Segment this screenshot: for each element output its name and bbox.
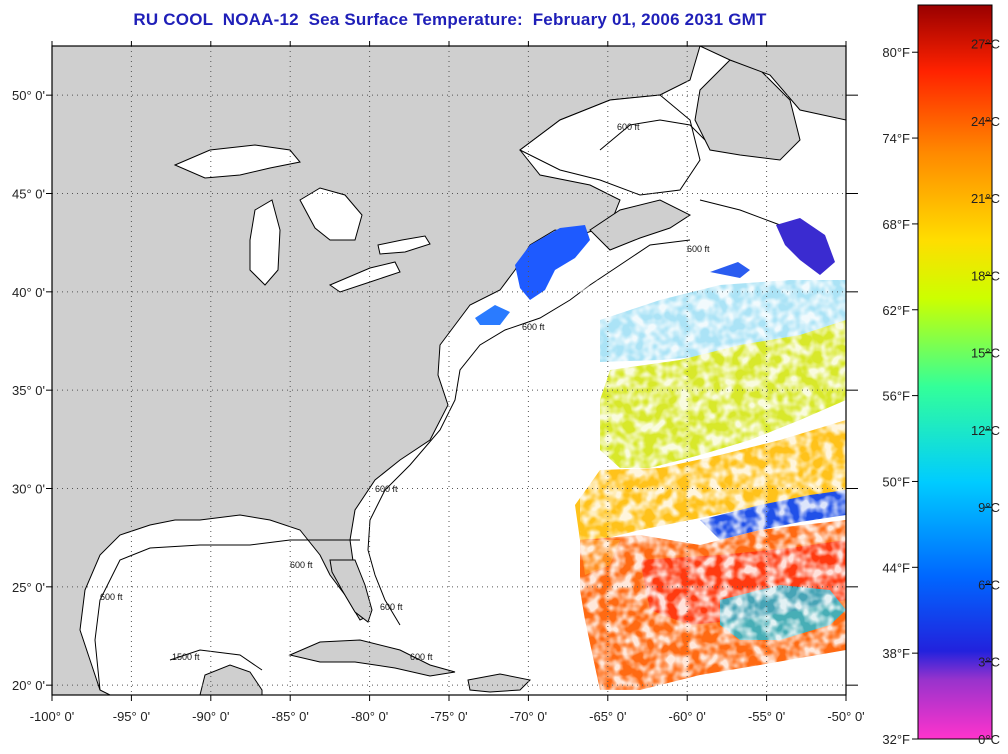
latitude-tick-label: 45° 0' [12,187,45,202]
land-north-america [52,46,701,695]
latitude-tick-label: 40° 0' [12,285,45,300]
land-hispaniola [467,673,532,693]
land-labrador [699,46,846,121]
celsius-tick-label: 27°C [971,37,1000,52]
sst-swath [475,218,846,695]
fahrenheit-scale: 80°F 74°F 68°F 62°F 56°F 50°F 44°F 38°F 32°F [882,45,918,747]
isobath-label: 600 ft [617,122,640,132]
grid-lines [52,46,846,695]
land-cuba [288,639,456,677]
fahrenheit-tick-label: 62°F [882,303,910,318]
celsius-tick-label: 12°C [971,423,1000,438]
celsius-tick-label: 9°C [978,500,1000,515]
longitude-tick-label: -80° 0' [351,709,388,724]
longitude-tick-label: -50° 0' [827,709,864,724]
celsius-tick-label: 18°C [971,268,1000,283]
isobath-label-alt: 1500 ft [172,652,200,662]
longitude-tick-label: -75° 0' [430,709,467,724]
longitude-tick-label: -100° 0' [30,709,75,724]
celsius-tick-label: 3°C [978,655,1000,670]
longitude-tick-label: -60° 0' [669,709,706,724]
isobath-label: 600 ft [380,602,403,612]
celsius-tick-label: 21°C [971,191,1000,206]
land-yucatan [199,664,263,695]
longitude-tick-label: -85° 0' [272,709,309,724]
fahrenheit-tick-label: 38°F [882,646,910,661]
latitude-axis: 20° 0' 25° 0' 30° 0' 35° 0' 40° 0' 45° 0' 50° … [12,88,858,693]
fahrenheit-tick-label: 68°F [882,217,910,232]
isobath-label: 600 ft [522,322,545,332]
isobath-label: 600 ft [375,484,398,494]
isobath-label: 600 ft [687,244,710,254]
latitude-tick-label: 30° 0' [12,482,45,497]
celsius-tick-label: 15°C [971,346,1000,361]
land-florida [329,559,373,623]
fahrenheit-tick-label: 32°F [882,732,910,747]
celsius-tick-label: 6°C [978,577,1000,592]
latitude-tick-label: 50° 0' [12,88,45,103]
isobath-label: 600 ft [290,560,313,570]
longitude-tick-label: -65° 0' [589,709,626,724]
fahrenheit-tick-label: 44°F [882,560,910,575]
fahrenheit-tick-label: 56°F [882,389,910,404]
fahrenheit-tick-label: 80°F [882,45,910,60]
color-scale-bar [917,4,993,740]
longitude-tick-label: -70° 0' [510,709,547,724]
land-nova-scotia [589,199,692,251]
gulf-st-lawrence [519,94,701,196]
map-title: RU COOL NOAA-12 Sea Surface Temperature:… [133,10,767,29]
isobath-label: 600 ft [410,652,433,662]
latitude-tick-label: 25° 0' [12,580,45,595]
longitude-tick-label: -95° 0' [113,709,150,724]
fahrenheit-tick-label: 74°F [882,131,910,146]
fahrenheit-tick-label: 50°F [882,474,910,489]
great-lakes [173,144,431,293]
celsius-tick-label: 24°C [971,114,1000,129]
isobath-label: 600 ft [100,592,123,602]
latitude-tick-label: 20° 0' [12,678,45,693]
celsius-tick-label: 0°C [978,732,1000,747]
celsius-scale: 27°C 24°C 21°C 18°C 15°C 12°C 9°C 6°C 3°C 0°C [971,37,1000,747]
longitude-axis: -100° 0' -95° 0' -90° 0' -85° 0' -80° 0' -75°… [30,41,865,724]
longitude-tick-label: -55° 0' [748,709,785,724]
latitude-tick-label: 35° 0' [12,383,45,398]
longitude-tick-label: -90° 0' [192,709,229,724]
